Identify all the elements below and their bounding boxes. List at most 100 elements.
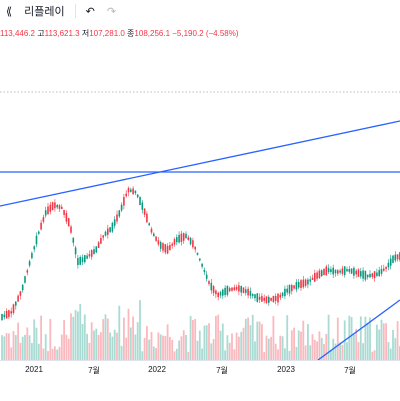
candle-body [194, 246, 196, 250]
volume-bar [267, 338, 270, 360]
volume-bar [47, 351, 49, 360]
volume-bar [125, 337, 128, 360]
candle-body [5, 310, 8, 319]
toolbar-divider [74, 4, 76, 18]
volume-bar [244, 318, 247, 360]
candle-body [256, 293, 259, 302]
volume-bar [155, 348, 157, 360]
volume-bar [146, 326, 148, 360]
x-tick-label: 7월 [216, 366, 228, 375]
top-toolbar: ⟪ 리플레이 ↶ ↷ [0, 0, 400, 22]
volume-bar [318, 331, 321, 360]
volume-bar [182, 330, 185, 360]
candle-body [19, 291, 22, 296]
x-tick-label: 7월 [344, 366, 356, 375]
candle-body [284, 288, 286, 297]
candle-body [51, 202, 54, 211]
volume-bar [83, 314, 86, 360]
volume-bar [24, 334, 26, 360]
volume-bar [380, 319, 383, 360]
volume-bar [258, 321, 261, 360]
candle-body [15, 301, 17, 306]
candle-body [109, 227, 111, 233]
volume-bar [210, 343, 213, 360]
volume-bar [56, 349, 59, 360]
volume-bar [238, 336, 240, 360]
volume-bar [302, 320, 305, 360]
volume-bar [311, 334, 314, 360]
volume-bar [242, 327, 245, 360]
candle-body [353, 267, 355, 276]
volume-bar [17, 322, 19, 360]
candle-body [366, 274, 369, 278]
high-value: 113,621.3 [44, 29, 80, 38]
volume-bar [79, 303, 82, 360]
volume-bar [203, 325, 206, 360]
volume-bar [270, 336, 272, 360]
candle-body [1, 314, 3, 320]
rewind-button[interactable]: ⟪ [0, 0, 18, 22]
candle-body [136, 194, 139, 198]
candle-body [314, 272, 316, 282]
candle-body [263, 297, 265, 301]
lower-trendline[interactable] [317, 299, 400, 360]
candle-body [346, 269, 348, 272]
candle-body [58, 205, 61, 209]
candle-body [222, 289, 224, 296]
volume-bar [90, 322, 93, 360]
candle-body [383, 268, 385, 271]
volume-bar [323, 343, 325, 360]
volume-bar [240, 331, 243, 360]
candle-body [113, 219, 116, 226]
upper-trendline[interactable] [0, 120, 400, 207]
volume-bar [8, 333, 10, 360]
candle-body [343, 266, 346, 275]
candle-body [249, 291, 252, 296]
price-chart[interactable] [0, 0, 400, 360]
candle-body [318, 270, 321, 278]
volume-bar [272, 316, 275, 360]
volume-bar [44, 334, 47, 360]
volume-bar [371, 351, 374, 360]
undo-button[interactable]: ↶ [80, 0, 101, 22]
volume-bar [63, 320, 65, 360]
candle-body [281, 292, 284, 296]
volume-bar [387, 342, 390, 360]
x-tick-label: 2022 [148, 365, 166, 374]
candle-body [187, 237, 190, 240]
volume-bar [274, 343, 277, 360]
volume-bar [58, 346, 61, 360]
candle-body [100, 237, 102, 244]
candle-body [341, 268, 344, 274]
candle-body [67, 218, 70, 227]
volume-bar [148, 339, 151, 360]
candle-body [63, 210, 65, 215]
close-value: 108,256.1 [134, 29, 171, 38]
candle-body [95, 246, 98, 253]
redo-button[interactable]: ↷ [101, 0, 122, 22]
x-tick-label: 7월 [88, 366, 100, 375]
volume-bar [143, 337, 146, 360]
volume-bar [123, 317, 125, 360]
candle-body [180, 233, 183, 243]
candle-body [396, 254, 399, 260]
time-axis[interactable]: 2021 7월 2022 7월 2023 7월 [0, 360, 400, 401]
candle-body [286, 288, 288, 293]
candle-body [127, 187, 130, 193]
ohlc-legend: 113,446.2 고113,621.3 저107,281.0 종108,256… [0, 28, 239, 39]
candle-body [185, 233, 187, 239]
candle-body [288, 284, 291, 294]
candle-body [327, 268, 330, 273]
candle-body [348, 268, 351, 272]
candle-body [357, 269, 360, 277]
candle-body [295, 282, 298, 290]
candle-body [146, 213, 148, 223]
candle-body [337, 270, 339, 274]
volume-bar [254, 341, 256, 360]
volume-bar [313, 339, 316, 360]
candle-body [277, 293, 279, 303]
candle-body [297, 282, 300, 288]
candle-body [304, 279, 307, 286]
volume-bar [198, 330, 201, 360]
replay-button[interactable]: 리플레이 [18, 0, 70, 22]
